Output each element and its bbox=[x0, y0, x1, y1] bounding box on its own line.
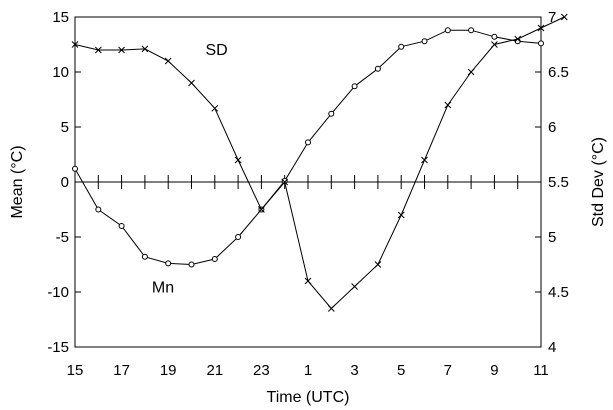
right-y-tick-label: 5.5 bbox=[548, 174, 569, 191]
left-y-tick-label: 10 bbox=[52, 64, 69, 81]
series-sd-point bbox=[467, 68, 475, 76]
right-y-tick-label: 6.5 bbox=[548, 64, 569, 81]
left-y-tick-label: 0 bbox=[61, 174, 69, 191]
series-sd-point bbox=[281, 178, 289, 186]
series-mn-point bbox=[72, 165, 78, 172]
right-y-tick-label: 7 bbox=[548, 9, 556, 26]
series-mn-point bbox=[165, 260, 172, 267]
series-mn-point bbox=[141, 253, 148, 260]
series-mn-point bbox=[421, 38, 428, 45]
series-sd-point bbox=[327, 305, 335, 312]
series-sd-point bbox=[491, 41, 498, 48]
left-y-tick-label: 5 bbox=[61, 119, 69, 136]
x-tick-label: 11 bbox=[533, 362, 549, 379]
right-y-tick-label: 4 bbox=[548, 339, 556, 356]
series-sd-point bbox=[351, 283, 358, 290]
series-mn-point bbox=[398, 43, 405, 50]
series-sd-point bbox=[188, 79, 195, 87]
series-sd-point bbox=[234, 156, 242, 164]
left-y-tick-label: -5 bbox=[56, 229, 69, 246]
series-mn-point bbox=[95, 206, 102, 213]
series-sd-point bbox=[164, 57, 172, 65]
series-sd-point bbox=[397, 211, 405, 219]
series-mn-point bbox=[444, 27, 451, 34]
series-mn-point bbox=[538, 40, 544, 47]
series-labels: Mn SD bbox=[152, 42, 228, 297]
x-tick-label: 23 bbox=[253, 362, 270, 379]
series-mn-point bbox=[328, 110, 335, 117]
left-y-tick-label: -15 bbox=[47, 339, 69, 356]
series-sd-point bbox=[118, 46, 125, 54]
series-sd-line bbox=[74, 16, 565, 310]
x-axis-label: Time (UTC) bbox=[267, 389, 350, 406]
x-tick-label: 5 bbox=[397, 362, 405, 379]
series-mn-line bbox=[74, 29, 542, 266]
series-mn-point bbox=[374, 65, 381, 72]
series-mn-point bbox=[188, 261, 195, 268]
series-mn-point bbox=[305, 139, 311, 146]
series-sd-point bbox=[304, 277, 312, 285]
series-label-sd: SD bbox=[205, 42, 227, 59]
x-tick-label: 1 bbox=[304, 362, 312, 379]
right-y-tick-label: 4.5 bbox=[548, 284, 569, 301]
right-y-tick-label: 6 bbox=[548, 119, 556, 136]
series-sd-point bbox=[211, 104, 219, 112]
series-label-mn: Mn bbox=[152, 280, 174, 297]
series-sd-point bbox=[444, 101, 452, 109]
y-axis-label-right: Std Dev (°C) bbox=[590, 137, 607, 227]
series-mn-point bbox=[468, 27, 475, 34]
series-sd-point bbox=[374, 261, 382, 268]
x-tick-label: 19 bbox=[160, 362, 177, 379]
x-tick-label: 21 bbox=[206, 362, 223, 379]
series-layer bbox=[71, 13, 568, 312]
series-mn-point bbox=[118, 223, 125, 229]
left-y-tick-label: 15 bbox=[52, 9, 69, 26]
series-mn-point bbox=[351, 83, 358, 90]
series-sd-point bbox=[71, 41, 79, 48]
series-sd-point bbox=[514, 35, 522, 43]
series-sd-point bbox=[421, 156, 428, 164]
series-sd-point bbox=[141, 45, 149, 53]
series-mn-point bbox=[491, 33, 498, 40]
x-ticks: 15 17 19 21 23 1 3 5 7 9 11 bbox=[67, 175, 549, 379]
x-tick-label: 9 bbox=[490, 362, 498, 379]
series-sd-point bbox=[258, 206, 265, 213]
x-tick-label: 17 bbox=[113, 362, 130, 379]
series-mn-point bbox=[211, 256, 218, 262]
left-y-ticks: 15 10 5 0 -5 -10 -15 bbox=[47, 9, 81, 356]
x-tick-label: 7 bbox=[444, 362, 452, 379]
x-tick-label: 15 bbox=[67, 362, 84, 379]
y-axis-label-left: Mean (°C) bbox=[9, 145, 26, 218]
series-sd-point bbox=[537, 24, 545, 32]
x-tick-label: 3 bbox=[350, 362, 358, 379]
right-y-tick-label: 5 bbox=[548, 229, 556, 246]
series-sd-point bbox=[560, 13, 568, 21]
left-y-tick-label: -10 bbox=[47, 284, 69, 301]
series-sd-point bbox=[94, 46, 102, 54]
series-mn-point bbox=[235, 234, 242, 240]
right-y-ticks: 7 6.5 6 5.5 5 4.5 4 bbox=[535, 9, 569, 356]
